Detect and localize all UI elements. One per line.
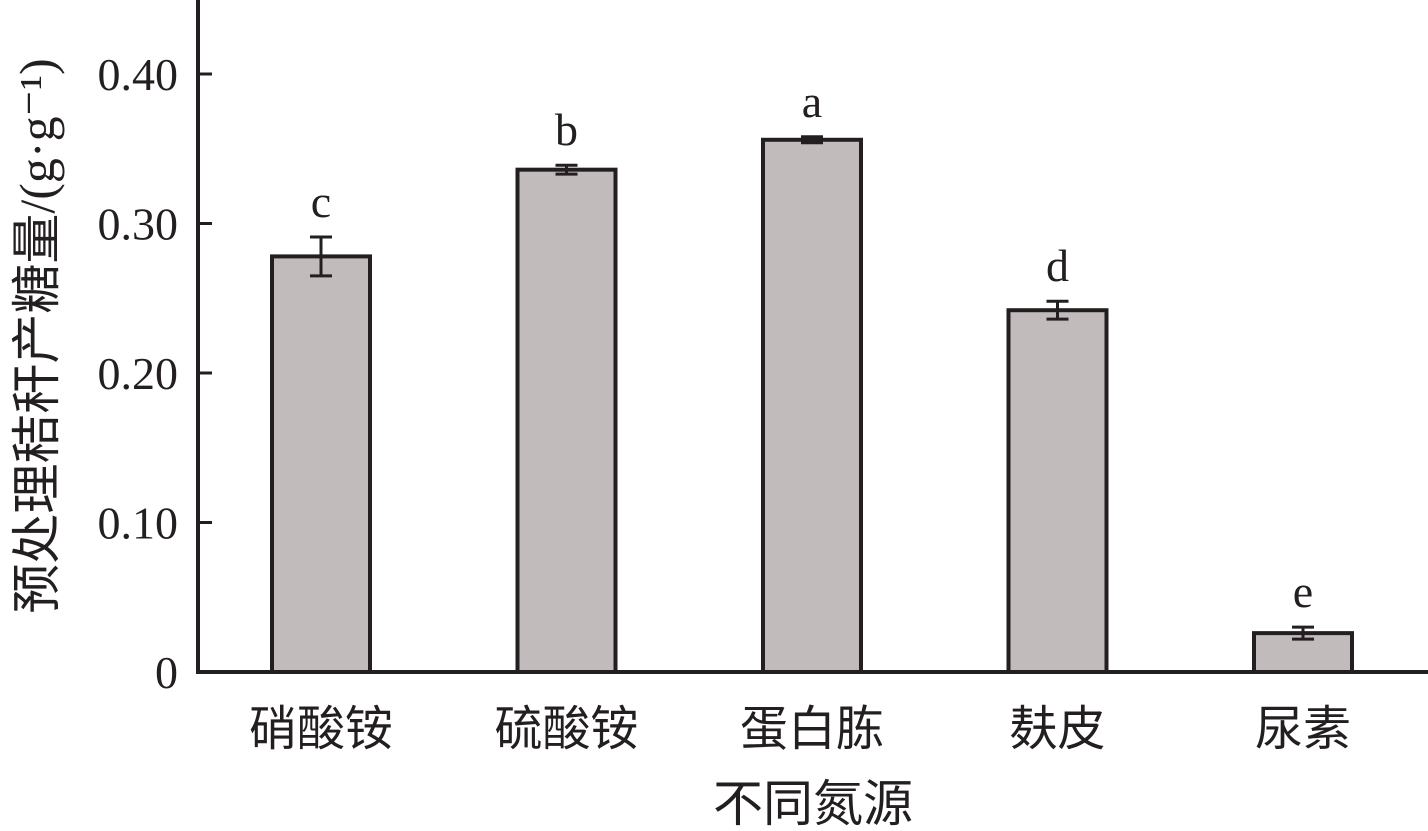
bar <box>515 167 618 674</box>
significance-label: d <box>1046 240 1069 291</box>
x-axis-title: 不同氮源 <box>713 776 913 831</box>
y-tick-label: 0 <box>155 647 178 698</box>
bar <box>270 254 372 674</box>
y-tick-label: 0.20 <box>98 348 179 399</box>
bar <box>761 137 863 674</box>
significance-label: e <box>1293 566 1313 617</box>
x-category-label: 尿素 <box>1255 703 1351 756</box>
x-category-label: 麸皮 <box>1009 703 1105 756</box>
labels-layer: 硝酸铵 c 硫酸铵 b 蛋白胨 a 麸皮 d 尿素 e <box>249 76 1351 756</box>
y-tick-label: 0.10 <box>98 498 179 549</box>
y-tick-label: 0.30 <box>98 199 179 250</box>
bars-layer <box>270 137 1354 675</box>
x-category-label: 硫酸铵 <box>494 703 638 756</box>
significance-label: b <box>555 104 578 155</box>
significance-label: a <box>802 76 822 127</box>
axes-layer <box>196 0 1428 674</box>
error-bars-layer <box>310 135 1314 641</box>
y-tick-label: 0.40 <box>98 49 179 100</box>
x-category-label: 蛋白胨 <box>740 703 884 756</box>
y-ticks-layer: 0 0.10 0.20 0.30 0.40 <box>98 49 212 698</box>
bar <box>1006 308 1109 674</box>
y-axis-title: 预处理秸秆产糖量/(g·g⁻¹) <box>9 58 65 613</box>
significance-label: c <box>311 176 331 227</box>
x-category-label: 硝酸铵 <box>249 703 393 756</box>
